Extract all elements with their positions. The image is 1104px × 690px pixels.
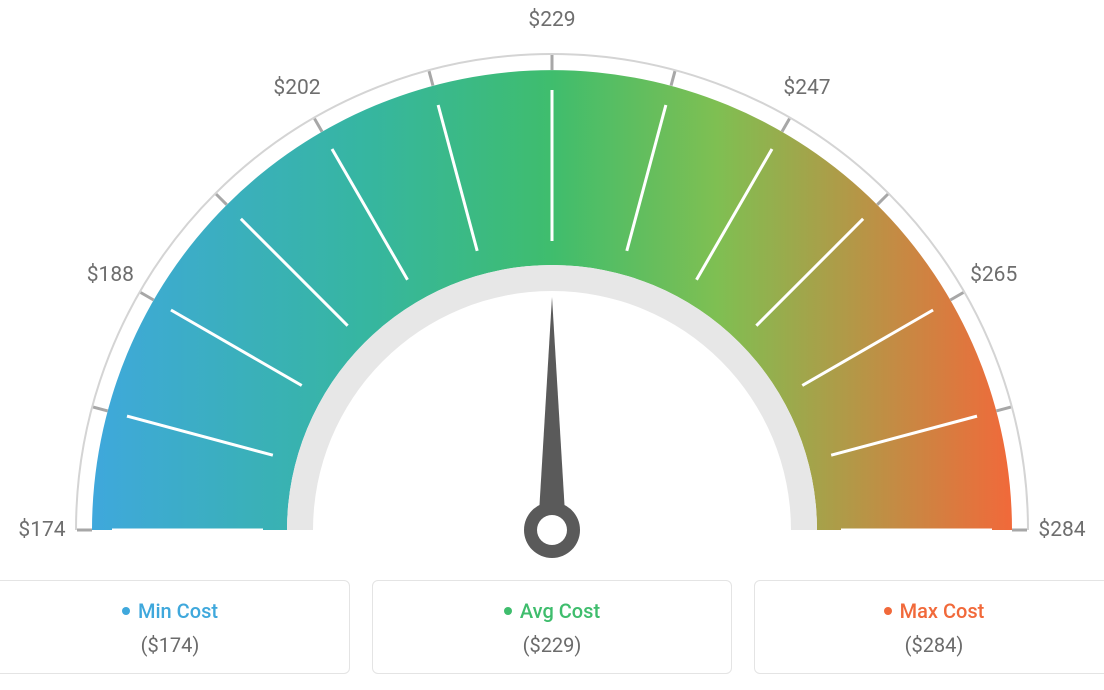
gauge-tick-outer (782, 119, 790, 132)
gauge-tick-label: $284 (1038, 518, 1085, 542)
gauge-tick-outer (671, 71, 675, 85)
gauge-tick-label: $188 (87, 263, 134, 287)
legend-row: Min Cost ($174) Avg Cost ($229) Max Cost… (0, 580, 1104, 674)
gauge-needle (538, 297, 566, 530)
legend-title-avg: Avg Cost (504, 599, 600, 623)
gauge-hub-inner (537, 515, 567, 545)
gauge-tick-label: $247 (783, 76, 830, 100)
legend-label-min: Min Cost (138, 599, 218, 623)
gauge-tick-outer (950, 293, 963, 301)
legend-label-max: Max Cost (900, 599, 985, 623)
legend-card-avg: Avg Cost ($229) (372, 580, 732, 674)
gauge-tick-label: $229 (528, 8, 575, 32)
gauge-tick-outer (93, 407, 107, 411)
gauge-tick-label: $202 (273, 76, 320, 100)
legend-value-min: ($174) (1, 633, 339, 657)
legend-label-avg: Avg Cost (520, 599, 600, 623)
legend-value-max: ($284) (765, 633, 1103, 657)
legend-dot-max (884, 607, 892, 615)
legend-card-max: Max Cost ($284) (754, 580, 1104, 674)
legend-dot-avg (504, 607, 512, 615)
gauge-tick-outer (877, 194, 888, 205)
gauge-tick-label: $265 (970, 263, 1017, 287)
legend-dot-min (122, 607, 130, 615)
gauge-area: $174 $188 $202 $229 $247 $265 $284 (0, 0, 1104, 560)
gauge-tick-label: $174 (18, 518, 65, 542)
gauge-tick-outer (216, 194, 227, 205)
cost-gauge-infographic: $174 $188 $202 $229 $247 $265 $284 Min Cost ($… (0, 0, 1104, 690)
legend-value-avg: ($229) (383, 633, 721, 657)
legend-title-min: Min Cost (122, 599, 218, 623)
gauge-tick-outer (315, 119, 323, 132)
gauge-tick-outer (429, 71, 433, 85)
legend-card-min: Min Cost ($174) (0, 580, 350, 674)
gauge-svg (22, 10, 1082, 570)
legend-title-max: Max Cost (884, 599, 985, 623)
gauge-tick-outer (141, 293, 154, 301)
gauge-tick-outer (996, 407, 1010, 411)
